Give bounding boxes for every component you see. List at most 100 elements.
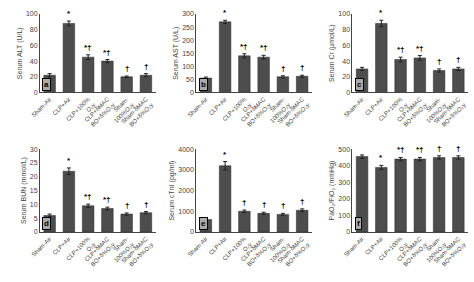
- svg-text:Sham-δMACBO+δ%O₂y: Sham-δMACBO+δ%O₂y: [276, 235, 311, 270]
- svg-text:0: 0: [190, 228, 194, 235]
- svg-text:Sham-Air: Sham-Air: [31, 96, 53, 118]
- svg-text:300: 300: [338, 179, 350, 186]
- svg-text:400: 400: [338, 162, 350, 169]
- svg-text:PaO₂/FiO₂ (mmHg): PaO₂/FiO₂ (mmHg): [328, 161, 336, 221]
- svg-text:Sham-δMACBO+δ%O₂y: Sham-δMACBO+δ%O₂y: [433, 235, 468, 270]
- svg-text:†: †: [281, 201, 285, 210]
- svg-text:Sham-Air: Sham-Air: [343, 236, 365, 258]
- svg-text:500: 500: [338, 146, 350, 153]
- svg-text:CLP+100%O₂y: CLP+100%O₂y: [378, 235, 410, 267]
- svg-text:CLP+100%O₂y: CLP+100%O₂y: [65, 235, 97, 267]
- svg-text:*: *: [223, 150, 227, 159]
- svg-text:†: †: [456, 144, 460, 153]
- svg-text:CLP+δMACBO+δ%O₂y: CLP+δMACBO+δ%O₂y: [396, 96, 429, 129]
- svg-text:CLP+100%O₂y: CLP+100%O₂y: [221, 235, 253, 267]
- svg-text:CLP+Air: CLP+Air: [364, 96, 384, 116]
- svg-text:1000: 1000: [178, 208, 194, 215]
- svg-text:0: 0: [34, 228, 38, 235]
- svg-text:*: *: [67, 156, 71, 165]
- svg-text:*: *: [67, 9, 71, 18]
- svg-text:20: 20: [30, 73, 38, 80]
- svg-text:100: 100: [182, 63, 194, 70]
- svg-text:0: 0: [34, 89, 38, 96]
- svg-text:Serum BUN (mmol/L): Serum BUN (mmol/L): [20, 157, 28, 224]
- svg-text:e: e: [201, 219, 206, 228]
- svg-text:Sham-Air: Sham-Air: [343, 96, 365, 118]
- svg-text:Sham-δMACBO+δ%O₂y: Sham-δMACBO+δ%O₂y: [276, 96, 311, 131]
- svg-text:Sham-100%O₂y: Sham-100%O₂y: [420, 236, 448, 264]
- svg-text:100: 100: [338, 10, 350, 17]
- svg-text:d: d: [44, 219, 49, 228]
- svg-text:0: 0: [346, 228, 350, 235]
- svg-text:*†: *†: [84, 43, 92, 52]
- svg-text:25: 25: [30, 159, 38, 166]
- svg-text:†: †: [144, 62, 148, 71]
- svg-text:b: b: [201, 80, 206, 89]
- svg-text:*: *: [223, 8, 227, 17]
- svg-text:*: *: [379, 153, 383, 162]
- svg-text:Sham-100%O₂y: Sham-100%O₂y: [264, 236, 292, 264]
- svg-text:Serum Cr (μmol/L): Serum Cr (μmol/L): [328, 24, 336, 82]
- svg-text:c: c: [357, 80, 362, 89]
- svg-text:200: 200: [182, 37, 194, 44]
- svg-text:0: 0: [346, 89, 350, 96]
- svg-text:Sham-100%O₂y: Sham-100%O₂y: [420, 96, 448, 124]
- svg-text:†: †: [300, 63, 304, 72]
- svg-text:80: 80: [342, 26, 350, 33]
- svg-text:Sham-Air: Sham-Air: [187, 236, 209, 258]
- svg-text:†: †: [125, 201, 129, 210]
- svg-text:*†: *†: [103, 195, 111, 204]
- svg-text:60: 60: [30, 42, 38, 49]
- svg-text:2000: 2000: [178, 187, 194, 194]
- svg-text:3000: 3000: [178, 166, 194, 173]
- svg-text:*†: *†: [397, 45, 405, 54]
- svg-text:80: 80: [30, 26, 38, 33]
- svg-text:CLP+δMACBO+δ%O₂y: CLP+δMACBO+δ%O₂y: [240, 96, 273, 129]
- svg-text:CLP+δMACBO+δ%O₂y: CLP+δMACBO+δ%O₂y: [396, 235, 429, 268]
- svg-text:†: †: [437, 144, 441, 153]
- svg-text:CLP+100%O₂y: CLP+100%O₂y: [378, 96, 410, 128]
- svg-text:Sham-δMACBO+δ%O₂y: Sham-δMACBO+δ%O₂y: [120, 96, 155, 131]
- svg-text:*†: *†: [416, 145, 424, 154]
- svg-text:CLP+Air: CLP+Air: [364, 236, 384, 256]
- svg-text:100: 100: [26, 10, 38, 17]
- svg-text:†: †: [144, 200, 148, 209]
- svg-text:CLP+δMACBO+δ%O₂y: CLP+δMACBO+δ%O₂y: [240, 235, 273, 268]
- svg-text:100: 100: [338, 212, 350, 219]
- svg-text:Sham-δMACBO+δ%O₂y: Sham-δMACBO+δ%O₂y: [120, 235, 155, 270]
- svg-text:Sham-100%O₂y: Sham-100%O₂y: [264, 96, 292, 124]
- svg-text:†: †: [281, 64, 285, 73]
- svg-text:*†: *†: [416, 44, 424, 53]
- svg-text:†: †: [125, 64, 129, 73]
- svg-text:*†: *†: [260, 43, 268, 52]
- svg-text:40: 40: [30, 58, 38, 65]
- svg-text:30: 30: [30, 146, 38, 153]
- svg-text:CLP+Air: CLP+Air: [208, 96, 228, 116]
- svg-text:60: 60: [342, 42, 350, 49]
- svg-text:150: 150: [182, 50, 194, 57]
- svg-text:CLP+δMACBO+δ%O₂y: CLP+δMACBO+δ%O₂y: [83, 96, 116, 129]
- svg-text:Sham-δMACBO+δ%O₂y: Sham-δMACBO+δ%O₂y: [433, 96, 468, 131]
- svg-text:*†: *†: [84, 192, 92, 201]
- svg-text:0: 0: [190, 89, 194, 96]
- svg-text:CLP+100%O₂y: CLP+100%O₂y: [221, 96, 253, 128]
- svg-text:CLP+100%O₂y: CLP+100%O₂y: [65, 96, 97, 128]
- svg-text:Sham-Air: Sham-Air: [31, 236, 53, 258]
- svg-text:†: †: [437, 57, 441, 66]
- svg-text:Sham-Air: Sham-Air: [187, 96, 209, 118]
- svg-text:CLP+Air: CLP+Air: [52, 96, 72, 116]
- svg-text:*†: *†: [397, 145, 405, 154]
- svg-text:4000: 4000: [178, 146, 194, 153]
- svg-text:CLP+Air: CLP+Air: [52, 236, 72, 256]
- svg-text:*†: *†: [240, 42, 248, 51]
- svg-text:15: 15: [30, 187, 38, 194]
- svg-text:5: 5: [34, 215, 38, 222]
- svg-text:*: *: [379, 8, 383, 17]
- svg-text:†: †: [300, 197, 304, 206]
- svg-text:Serum cTnI (pg/ml): Serum cTnI (pg/ml): [168, 161, 176, 221]
- svg-text:20: 20: [342, 73, 350, 80]
- svg-text:50: 50: [186, 76, 194, 83]
- svg-text:Sham-100%O₂y: Sham-100%O₂y: [107, 236, 135, 264]
- svg-text:20: 20: [30, 173, 38, 180]
- svg-text:Serum ALT (U/L): Serum ALT (U/L): [16, 27, 24, 79]
